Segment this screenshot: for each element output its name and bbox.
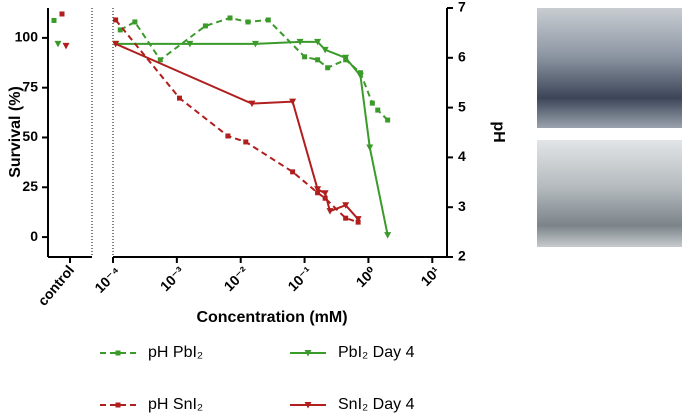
- data-point: [325, 65, 331, 71]
- control-point: [54, 40, 62, 48]
- y2-tick-label: 3: [458, 198, 466, 214]
- y2-tick-label: 4: [458, 148, 466, 164]
- data-point: [113, 17, 119, 23]
- legend-marker: [115, 402, 121, 408]
- legend-marker: [304, 350, 312, 357]
- data-point: [265, 17, 271, 23]
- data-point: [112, 40, 120, 48]
- data-point: [366, 144, 374, 151]
- x-tick-label: 10¹: [417, 263, 443, 289]
- data-point: [356, 72, 364, 80]
- series-line: [119, 16, 389, 121]
- y2-tick-label: 2: [458, 248, 466, 264]
- data-point: [186, 40, 194, 48]
- control-point: [59, 11, 65, 17]
- y2-tick-label: 7: [458, 0, 466, 15]
- data-point: [322, 195, 328, 201]
- data-point: [321, 46, 329, 54]
- data-point: [342, 202, 350, 209]
- x-tick-label: 10⁰: [352, 263, 379, 290]
- data-point: [132, 19, 138, 25]
- x-tick-label: 10⁻¹: [284, 263, 315, 294]
- data-point: [245, 19, 251, 25]
- data-point: [302, 54, 308, 60]
- series-line: [115, 40, 389, 236]
- y2-tick-label: 5: [458, 98, 466, 114]
- photo: [537, 140, 682, 247]
- data-point: [177, 95, 183, 101]
- data-point: [117, 27, 123, 33]
- data-point: [326, 208, 334, 215]
- data-point: [202, 23, 208, 29]
- y-axis-title: Survival (%): [7, 86, 24, 178]
- data-point: [343, 215, 349, 221]
- data-point: [321, 190, 329, 197]
- data-point: [354, 216, 362, 223]
- data-point: [369, 100, 375, 106]
- data-point: [314, 38, 322, 46]
- data-point: [251, 40, 259, 48]
- data-point: [342, 54, 350, 62]
- data-point: [227, 15, 233, 21]
- data-point: [157, 57, 163, 63]
- data-point: [385, 117, 391, 123]
- data-point: [315, 57, 321, 63]
- control-point: [51, 17, 57, 23]
- data-point: [384, 232, 392, 239]
- x-tick-label: 10⁻³: [157, 263, 188, 294]
- control-label: control: [34, 262, 77, 309]
- data-point: [248, 100, 256, 108]
- photo: [537, 8, 682, 128]
- series-line: [114, 19, 359, 224]
- y-tick-label: 25: [22, 178, 38, 194]
- series-line: [115, 42, 359, 220]
- x-axis-title: Concentration (mM): [196, 309, 347, 326]
- y-tick-label: 50: [22, 128, 38, 144]
- legend-label: pH PbI₂: [148, 344, 203, 361]
- data-point: [314, 186, 322, 193]
- legend-label: pH SnI₂: [148, 396, 203, 413]
- x-tick-label: 10⁻⁴: [91, 263, 123, 296]
- legend-label: SnI₂ Day 4: [338, 396, 415, 413]
- x-tick-label: 10⁻²: [221, 263, 252, 294]
- y-tick-label: 75: [22, 78, 38, 94]
- y2-axis-title: pH: [490, 121, 507, 142]
- data-point: [296, 38, 304, 46]
- legend-label: PbI₂ Day 4: [338, 344, 415, 361]
- control-point: [62, 42, 70, 50]
- y-tick-label: 100: [15, 29, 39, 45]
- legend-marker: [304, 402, 312, 409]
- data-point: [289, 98, 297, 106]
- y2-tick-label: 6: [458, 49, 466, 65]
- data-point: [290, 169, 296, 175]
- data-point: [243, 139, 249, 145]
- legend-marker: [115, 350, 121, 356]
- data-point: [225, 133, 231, 139]
- data-point: [375, 107, 381, 113]
- y-tick-label: 0: [30, 228, 38, 244]
